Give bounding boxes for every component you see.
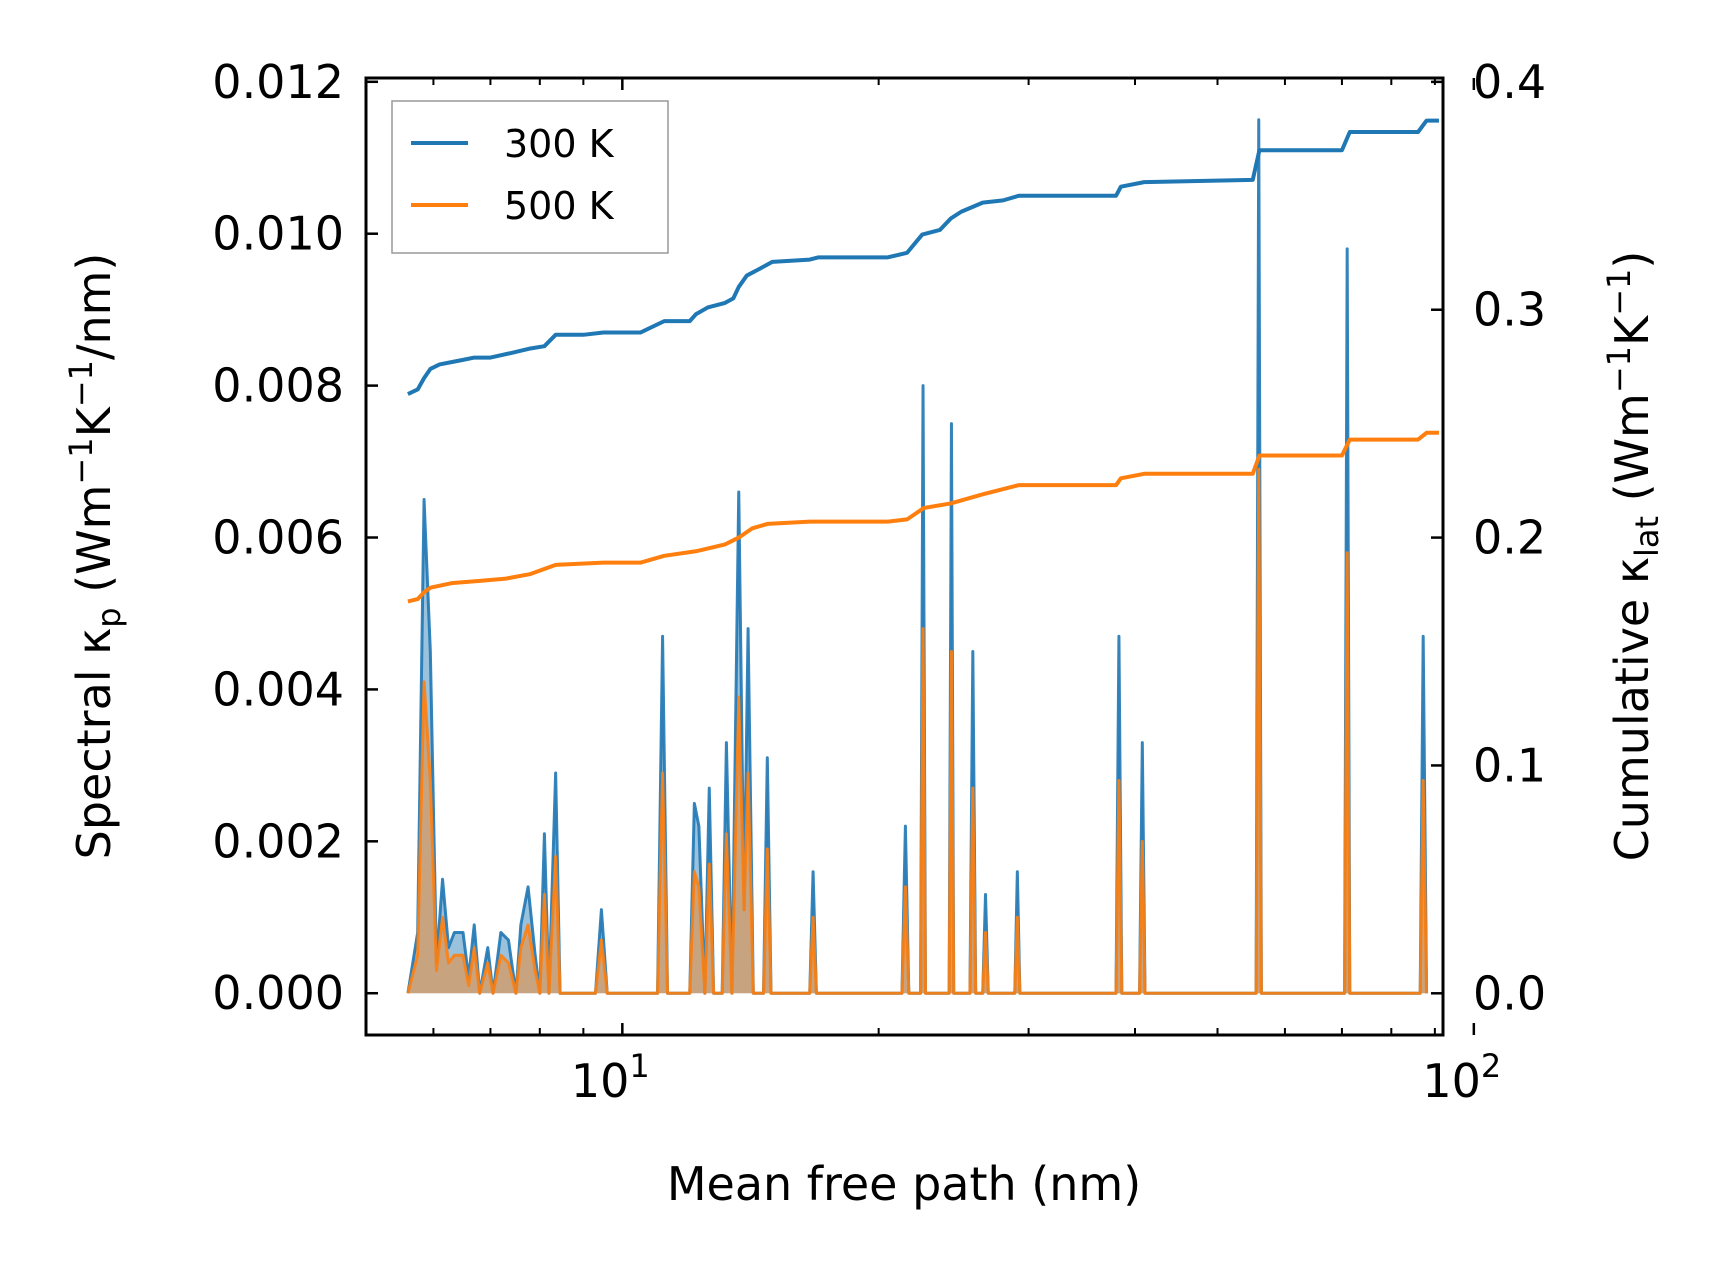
- x-tick-label: 101: [571, 1047, 650, 1108]
- spectral-500k-line: [406, 467, 1429, 995]
- legend-box: [391, 100, 669, 254]
- x-tick-label: 102: [1422, 1047, 1501, 1108]
- x-axis-label: Mean free path (nm): [667, 1157, 1141, 1211]
- y-right-tick-label: 0.3: [1473, 283, 1546, 337]
- y-right-tick-label: 0.2: [1473, 511, 1546, 565]
- legend: 300 K 500 K: [391, 100, 669, 254]
- plot-frame: [364, 76, 1445, 1037]
- legend-label-300k: 300 K: [504, 122, 615, 166]
- y-left-tick-label: 0.004: [212, 662, 344, 716]
- plot-area: [406, 118, 1439, 995]
- y-left-tick-label: 0.008: [212, 359, 344, 413]
- y-left-tick-label: 0.002: [212, 814, 344, 868]
- y-right-tick-label: 0.0: [1473, 966, 1546, 1020]
- y-right-tick-label: 0.1: [1473, 738, 1546, 792]
- y-left-tick-label: 0.006: [212, 511, 344, 565]
- cumulative-300k-line: [407, 118, 1439, 396]
- legend-label-500k: 500 K: [504, 184, 615, 228]
- y-axis-right-label: Cumulative κlat (Wm−1K−1): [1600, 251, 1666, 862]
- spectral-500k-area: [407, 469, 1427, 994]
- y-left-tick-label: 0.012: [212, 55, 344, 109]
- cumulative-500k-line: [407, 430, 1439, 604]
- y-left-tick-label: 0.010: [212, 207, 344, 261]
- y-left-tick-label: 0.000: [212, 966, 344, 1020]
- y-axis-left-label: Spectral κp (Wm−1K−1/nm): [62, 253, 128, 860]
- axis-ticks: 0.000 0.002 0.004 0.006 0.008 0.010 0.012 0.0 0.…: [212, 55, 1546, 1108]
- y-right-tick-label: 0.4: [1473, 55, 1546, 109]
